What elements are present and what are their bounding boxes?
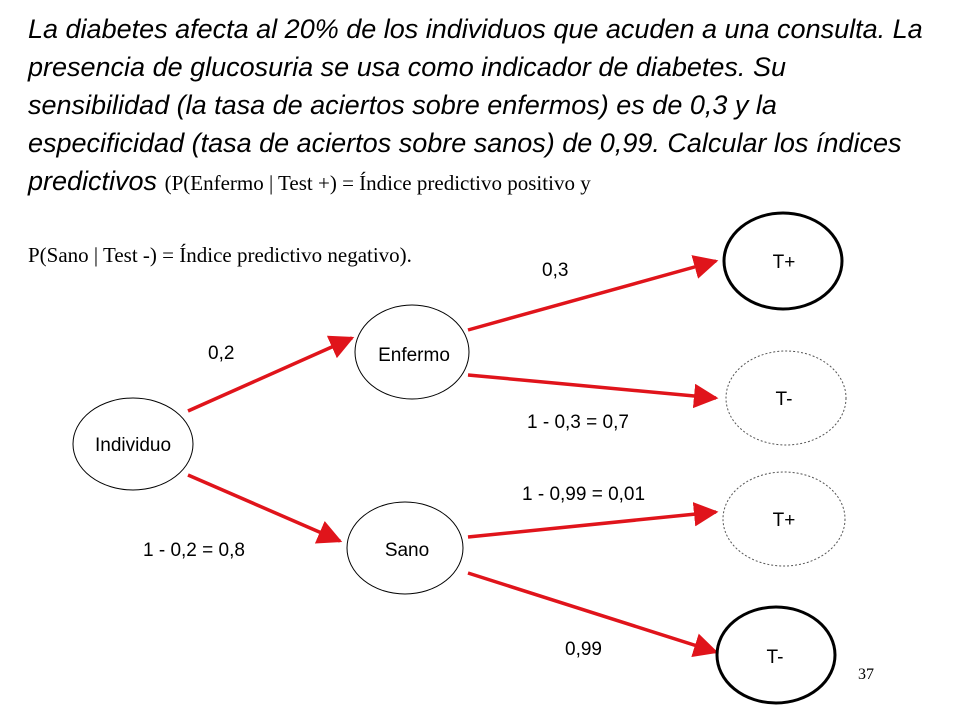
edge-label-individuo-sano: 1 - 0,2 = 0,8 [143,540,245,561]
problem-serif-text-1: (P(Enfermo | Test +) = Índice predictivo… [164,171,591,195]
edge-label-enfermo-tpos: 0,3 [542,260,568,281]
node-label-enfermo: Enfermo [378,345,450,366]
node-label-individuo: Individuo [95,435,171,456]
node-label-tpos-sano: T+ [773,510,796,531]
node-label-tpos-enfermo: T+ [773,252,796,273]
edge-sano-tneg [467,571,719,657]
edge-enfermo-tpos [467,255,719,332]
edge-label-sano-tneg: 0,99 [565,639,602,660]
node-tneg-enfermo [725,350,847,446]
node-label-tneg-enfermo: T- [776,389,793,410]
edge-sano-tpos [467,502,719,539]
edge-label-individuo-enfermo: 0,2 [208,343,234,364]
problem-serif-text-2: P(Sano | Test -) = Índice predictivo neg… [28,243,412,267]
problem-italic-text: La diabetes afecta al 20% de los individ… [28,14,923,196]
node-sano [346,501,464,595]
page-number: 37 [858,666,874,683]
node-enfermo [354,304,470,400]
edge-individuo-enfermo [187,335,355,413]
node-tpos-enfermo [722,211,844,311]
edge-label-sano-tpos: 1 - 0,99 = 0,01 [522,484,645,505]
node-label-sano: Sano [385,540,429,561]
problem-statement: La diabetes afecta al 20% de los individ… [28,10,928,202]
edge-label-enfermo-tneg: 1 - 0,3 = 0,7 [527,412,629,433]
node-label-tneg-sano: T- [767,647,784,668]
node-tneg-sano [715,605,837,705]
edge-individuo-sano [187,473,343,544]
node-individuo [72,397,194,491]
node-tpos-sano [722,471,846,567]
edge-enfermo-tneg [467,373,719,409]
